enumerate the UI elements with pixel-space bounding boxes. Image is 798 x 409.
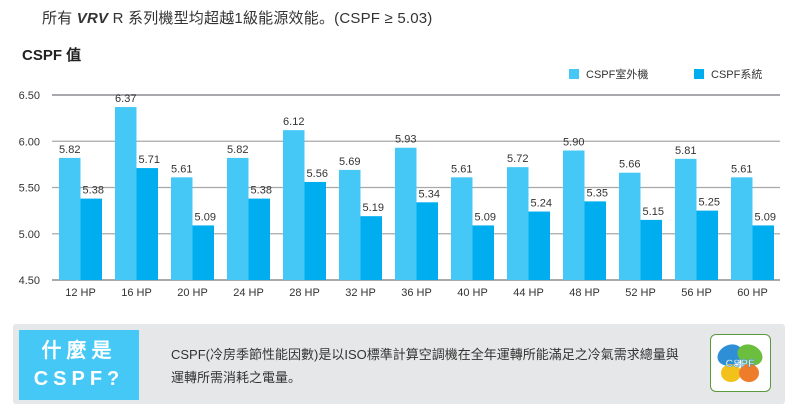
cspf-logo: CSPF bbox=[710, 334, 771, 392]
x-tick-label: 52 HP bbox=[625, 287, 656, 299]
x-tick-label: 12 HP bbox=[65, 287, 96, 299]
data-label: 5.25 bbox=[699, 197, 720, 209]
x-tick-label: 40 HP bbox=[457, 287, 488, 299]
bar-system bbox=[360, 216, 382, 280]
bar-system bbox=[696, 210, 718, 280]
data-label: 5.61 bbox=[171, 163, 192, 175]
data-label: 5.09 bbox=[195, 211, 216, 223]
y-tick-label: 5.50 bbox=[19, 183, 40, 195]
chart-title: CSPF 值 bbox=[22, 47, 82, 64]
bar-outdoor bbox=[619, 172, 641, 280]
data-label: 5.72 bbox=[507, 153, 528, 165]
bar-system bbox=[136, 168, 158, 280]
data-label: 5.61 bbox=[451, 163, 472, 175]
bar-outdoor bbox=[675, 158, 697, 280]
data-label: 5.09 bbox=[475, 211, 496, 223]
bar-outdoor bbox=[171, 177, 193, 280]
cspf-bar-chart: CSPF室外機 CSPF系統 4.50 5.00 5.50 6.00 6.50 5.82 5.3… bbox=[19, 67, 780, 299]
logo-text: CSPF bbox=[725, 358, 755, 370]
bar-outdoor bbox=[451, 177, 473, 280]
data-label: 5.09 bbox=[755, 211, 776, 223]
data-label: 5.90 bbox=[563, 137, 584, 149]
y-tick-label: 5.00 bbox=[19, 229, 40, 241]
y-tick-label: 6.50 bbox=[19, 90, 40, 102]
data-label: 5.66 bbox=[619, 159, 640, 171]
bar-outdoor bbox=[115, 107, 137, 281]
data-label: 5.93 bbox=[395, 134, 416, 146]
bar-outdoor bbox=[395, 147, 417, 280]
data-label: 5.38 bbox=[83, 185, 104, 197]
x-tick-label: 16 HP bbox=[121, 287, 152, 299]
legend-swatch-1 bbox=[694, 69, 704, 79]
data-label: 5.71 bbox=[139, 154, 160, 166]
data-label: 5.19 bbox=[363, 202, 384, 214]
bar-outdoor bbox=[339, 169, 361, 280]
data-label: 5.81 bbox=[675, 145, 696, 157]
bar-outdoor bbox=[563, 150, 585, 280]
bar-outdoor bbox=[227, 157, 249, 280]
question-line-2: CSPF? bbox=[33, 368, 125, 390]
data-label: 6.37 bbox=[115, 93, 136, 105]
info-panel: 什麼是 CSPF? CSPF(冷房季節性能因數)是以ISO標準計算空調機在全年運… bbox=[13, 324, 785, 404]
bar-outdoor bbox=[59, 157, 81, 280]
cspf-description: CSPF(冷房季節性能因數)是以ISO標準計算空調機在全年運轉所能滿足之冷氣需求… bbox=[171, 347, 679, 385]
bar-outdoor bbox=[731, 177, 753, 280]
x-tick-label: 56 HP bbox=[681, 287, 712, 299]
bar-system bbox=[192, 225, 214, 280]
legend-label-1: CSPF系統 bbox=[711, 67, 762, 81]
data-label: 5.35 bbox=[587, 187, 608, 199]
x-tick-label: 44 HP bbox=[513, 287, 544, 299]
bar-system bbox=[80, 198, 102, 280]
data-label: 6.12 bbox=[283, 116, 304, 128]
data-label: 5.38 bbox=[251, 185, 272, 197]
headline: 所有 VRV R 系列機型均超越1級能源效能。(CSPF ≥ 5.03) bbox=[42, 7, 433, 28]
x-tick-label: 32 HP bbox=[345, 287, 376, 299]
what-is-cspf-box: 什麼是 CSPF? bbox=[19, 330, 139, 400]
data-label: 5.82 bbox=[227, 144, 248, 156]
legend-swatch-0 bbox=[569, 69, 579, 79]
bar-system bbox=[640, 219, 662, 280]
data-label: 5.61 bbox=[731, 163, 752, 175]
legend-label-0: CSPF室外機 bbox=[586, 67, 648, 81]
question-line-1: 什麼是 bbox=[41, 340, 117, 362]
data-label: 5.24 bbox=[531, 198, 552, 210]
data-label: 5.82 bbox=[59, 144, 80, 156]
bar-system bbox=[528, 211, 550, 280]
bar-system bbox=[248, 198, 270, 280]
data-label: 5.69 bbox=[339, 156, 360, 168]
x-tick-label: 28 HP bbox=[289, 287, 320, 299]
bar-outdoor bbox=[283, 130, 305, 280]
bar-system bbox=[304, 181, 326, 280]
y-tick-label: 4.50 bbox=[19, 275, 40, 287]
headline-prefix: 所有 bbox=[42, 10, 77, 27]
bar-system bbox=[752, 225, 774, 280]
bar-system bbox=[416, 202, 438, 280]
x-tick-label: 48 HP bbox=[569, 287, 600, 299]
headline-suffix: R 系列機型均超越1級能源效能。(CSPF ≥ 5.03) bbox=[108, 10, 433, 27]
bar-system bbox=[584, 201, 606, 280]
data-label: 5.56 bbox=[307, 168, 328, 180]
butterfly-logo-icon: CSPF bbox=[717, 344, 763, 382]
x-tick-label: 60 HP bbox=[737, 287, 768, 299]
data-label: 5.34 bbox=[419, 188, 440, 200]
x-tick-label: 36 HP bbox=[401, 287, 432, 299]
data-label: 5.15 bbox=[643, 206, 664, 218]
x-tick-label: 20 HP bbox=[177, 287, 208, 299]
bar-outdoor bbox=[507, 167, 529, 280]
bar-system bbox=[472, 225, 494, 280]
y-tick-label: 6.00 bbox=[19, 136, 40, 148]
x-tick-label: 24 HP bbox=[233, 287, 264, 299]
brand-name: VRV bbox=[76, 10, 109, 27]
